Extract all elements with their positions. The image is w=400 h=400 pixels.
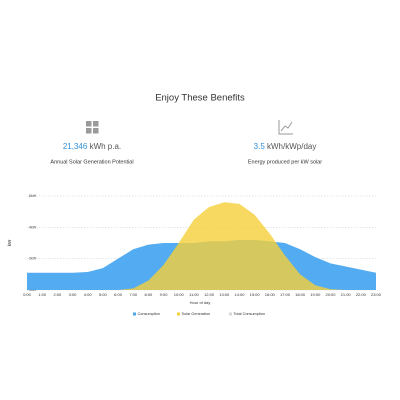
chart-icon — [278, 120, 293, 135]
x-tick-label: 0:00 — [23, 292, 32, 297]
x-tick-label: 18:00 — [295, 292, 306, 297]
x-tick-label: 22:00 — [356, 292, 367, 297]
x-tick-label: 17:00 — [280, 292, 291, 297]
stat-value: 21,346 — [63, 142, 88, 151]
legend-label: Consumption — [138, 312, 160, 316]
x-axis-label: Hour of day — [190, 300, 211, 305]
x-tick-label: 20:00 — [325, 292, 336, 297]
stat-2: 3.5 kWh/kWp/day — [254, 142, 317, 151]
x-tick-label: 16:00 — [265, 292, 276, 297]
legend-swatch — [177, 312, 180, 316]
grid-icon — [86, 121, 99, 134]
x-tick-label: 8:00 — [144, 292, 153, 297]
x-tick-label: 15:00 — [250, 292, 261, 297]
x-tick-label: 11:00 — [189, 292, 199, 297]
x-tick-label: 23:00 — [371, 292, 382, 297]
x-tick-label: 19:00 — [310, 292, 321, 297]
stat-value: 3.5 — [254, 142, 266, 151]
stat-unit: kWh p.a. — [90, 142, 122, 151]
y-tick-label: 6kW — [29, 194, 37, 198]
x-tick-label: 6:00 — [114, 292, 123, 297]
x-tick-label: 9:00 — [160, 292, 169, 297]
x-tick-label: 14:00 — [234, 292, 245, 297]
legend-label: Solar Generation — [182, 312, 211, 316]
y-tick-label: 2kW — [29, 257, 37, 261]
legend-item: Consumption — [133, 312, 160, 316]
x-tick-label: 7:00 — [129, 292, 138, 297]
legend-swatch — [229, 312, 232, 316]
y-axis-label: kW — [7, 239, 12, 246]
x-tick-label: 5:00 — [99, 292, 108, 297]
legend-item: Solar Generation — [177, 312, 210, 316]
stat-1: 21,346 kWh p.a. — [63, 142, 121, 151]
stat-label: Energy produced per kW solar — [248, 159, 322, 165]
stat-label: Annual Solar Generation Potential — [50, 159, 133, 165]
legend-swatch — [133, 312, 136, 316]
stat-unit: kWh/kWp/day — [267, 142, 316, 151]
x-tick-label: 3:00 — [69, 292, 78, 297]
x-tick-label: 1:00 — [38, 292, 47, 297]
x-tick-label: 12:00 — [204, 292, 215, 297]
area — [27, 202, 376, 290]
x-tick-label: 2:00 — [53, 292, 62, 297]
legend-item: Total Consumption — [229, 312, 265, 316]
x-tick-label: 4:00 — [84, 292, 93, 297]
legend-label: Total Consumption — [234, 312, 265, 316]
x-tick-label: 21:00 — [341, 292, 352, 297]
x-tick-label: 10:00 — [174, 292, 185, 297]
y-tick-label: 4kW — [29, 225, 37, 229]
chart: 0kW2kW4kW6kWkWHour of day0:001:002:003:0… — [7, 194, 382, 316]
section-title: Enjoy These Benefits — [155, 93, 245, 104]
x-tick-label: 13:00 — [219, 292, 230, 297]
